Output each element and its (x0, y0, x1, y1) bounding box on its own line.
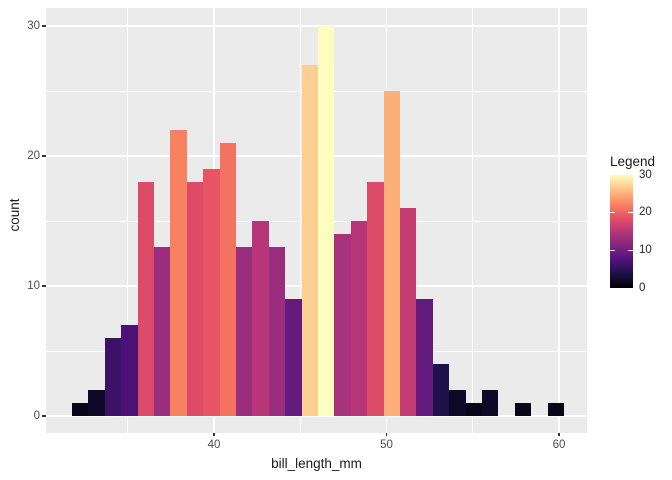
major-gridline-x (558, 8, 560, 433)
histogram-bar (285, 299, 302, 416)
legend-colorbar (610, 175, 633, 288)
y-axis-label: 20 (27, 149, 40, 162)
histogram-bar (121, 325, 138, 416)
legend-label: 30 (639, 168, 652, 181)
histogram-bar (465, 403, 482, 416)
histogram-bar (432, 364, 450, 416)
histogram-bar (482, 390, 499, 416)
histogram-bar (236, 247, 253, 416)
legend-tick-right (628, 249, 633, 251)
plot-panel (46, 8, 587, 433)
major-gridline-y (46, 415, 587, 417)
legend-tick-left (610, 249, 615, 251)
histogram-bar (170, 130, 187, 416)
x-axis-label: 50 (380, 439, 393, 451)
histogram-bar (400, 208, 417, 416)
histogram-bar (268, 247, 286, 416)
histogram-bar (383, 91, 400, 416)
histogram-bar (318, 26, 335, 416)
histogram-bar (301, 65, 319, 416)
histogram-bar (416, 299, 433, 416)
histogram-bar (88, 390, 105, 416)
histogram-bar (72, 403, 89, 416)
histogram-bar (350, 221, 368, 416)
histogram-bar (203, 169, 220, 416)
major-gridline-y (46, 25, 587, 27)
y-axis-title: count (7, 198, 22, 232)
histogram-bar (219, 143, 237, 416)
x-axis-label: 40 (207, 439, 221, 451)
legend-tick-left (610, 212, 615, 214)
y-axis-label: 10 (27, 279, 40, 292)
y-axis-label: 30 (27, 19, 40, 32)
x-axis-label: 60 (552, 439, 566, 451)
x-axis-tick (385, 433, 388, 437)
legend-title: Legend (610, 154, 656, 169)
histogram-bar (104, 338, 122, 416)
legend-label: 0 (639, 281, 646, 294)
histogram-bar (334, 234, 351, 416)
histogram-bar (154, 247, 171, 416)
histogram-bar (514, 403, 532, 416)
x-axis-tick (558, 433, 560, 437)
histogram-bar (367, 182, 384, 416)
legend-label: 10 (639, 243, 652, 256)
legend-tick-right (628, 212, 633, 214)
histogram-bar (547, 403, 564, 416)
histogram-bar (186, 182, 204, 416)
y-axis-tick (42, 155, 46, 157)
y-axis-tick (42, 25, 46, 27)
y-axis-tick (42, 285, 46, 287)
legend-label: 20 (639, 206, 652, 219)
histogram-bar (137, 182, 155, 416)
x-axis-tick (213, 433, 215, 437)
histogram-bar (252, 221, 269, 416)
y-axis-tick (42, 415, 46, 417)
y-axis-label: 0 (33, 409, 40, 422)
x-axis-title: bill_length_mm (271, 456, 362, 471)
histogram-bar (449, 390, 466, 416)
